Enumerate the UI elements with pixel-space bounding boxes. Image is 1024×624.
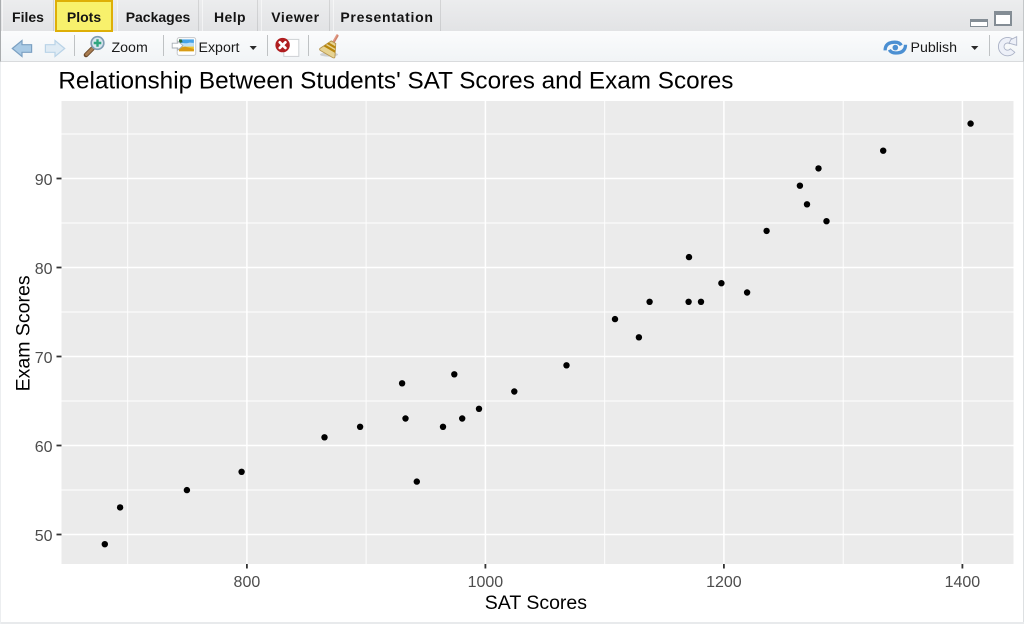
svg-text:Relationship Between Students': Relationship Between Students' SAT Score… xyxy=(58,67,733,94)
svg-text:60: 60 xyxy=(35,439,53,456)
svg-text:1000: 1000 xyxy=(468,574,504,591)
svg-text:50: 50 xyxy=(35,528,53,545)
svg-text:SAT Scores: SAT Scores xyxy=(485,592,587,614)
svg-text:1400: 1400 xyxy=(945,574,981,591)
svg-text:80: 80 xyxy=(35,261,53,278)
svg-text:1200: 1200 xyxy=(706,574,742,591)
svg-text:800: 800 xyxy=(234,574,261,591)
svg-text:90: 90 xyxy=(35,172,53,189)
svg-text:Exam Scores: Exam Scores xyxy=(13,275,35,391)
svg-text:70: 70 xyxy=(35,350,53,367)
